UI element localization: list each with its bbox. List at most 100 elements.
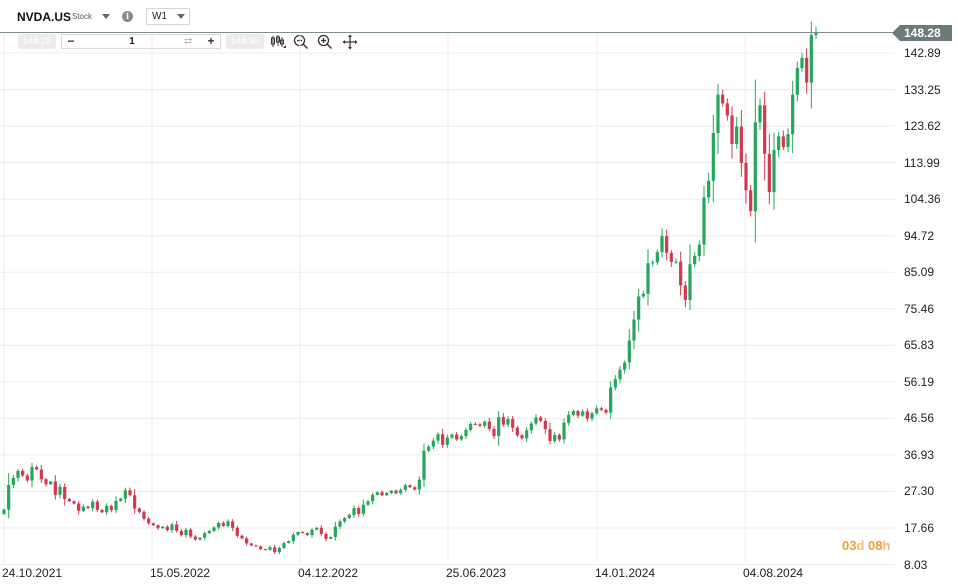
- candle-countdown: 03d 08h: [842, 538, 890, 553]
- candle-body: [800, 57, 804, 69]
- candle-body: [165, 526, 169, 531]
- decrease-quantity-button[interactable]: −: [67, 34, 75, 48]
- candle-body: [352, 508, 356, 515]
- candle-body: [436, 434, 440, 441]
- countdown-hours-unit: h: [882, 538, 891, 553]
- candle-body: [375, 492, 379, 495]
- candle-body: [380, 492, 384, 496]
- swap-icon[interactable]: ⇄: [184, 36, 193, 47]
- candle-body: [721, 94, 725, 104]
- candle-body: [543, 420, 547, 430]
- candle-body: [100, 510, 104, 513]
- candle-body: [7, 484, 11, 510]
- candle-body: [805, 57, 809, 83]
- quantity-stepper[interactable]: − 1 ⇄ +: [61, 34, 221, 49]
- candle-body: [702, 197, 706, 245]
- y-tick-label: 85.09: [904, 265, 935, 280]
- y-tick-label: 36.93: [904, 447, 935, 462]
- candle-body: [697, 244, 701, 256]
- candle-body: [240, 535, 244, 539]
- countdown-hours: 08: [868, 538, 883, 553]
- candle-body: [147, 518, 151, 524]
- candle-body: [81, 506, 85, 511]
- increase-quantity-button[interactable]: +: [207, 34, 215, 48]
- candle-body: [361, 504, 365, 514]
- candle-body: [455, 434, 459, 440]
- candle-body: [688, 264, 692, 300]
- candle-body: [795, 68, 799, 95]
- y-tick-label: 46.56: [904, 411, 935, 426]
- zoom-out-icon[interactable]: [293, 34, 309, 50]
- candle-body: [170, 524, 174, 531]
- candle-body: [371, 494, 375, 502]
- candle-body: [520, 435, 524, 439]
- candle-body: [123, 490, 127, 499]
- candle-body: [389, 490, 393, 493]
- candle-body: [35, 467, 39, 470]
- candle-body: [310, 529, 314, 536]
- y-tick-label: 17.66: [904, 521, 935, 535]
- candle-body: [716, 94, 720, 133]
- countdown-days: 03: [842, 538, 857, 553]
- y-tick-label: 65.83: [904, 338, 935, 353]
- candle-body: [324, 533, 328, 539]
- candle-body: [548, 429, 552, 441]
- candle-body: [487, 421, 491, 429]
- candle-body: [786, 134, 790, 148]
- candle-body: [497, 417, 501, 437]
- candle-body: [464, 429, 468, 437]
- timeframe-select[interactable]: W1: [146, 8, 190, 25]
- candle-body: [44, 479, 48, 485]
- candle-body: [525, 430, 529, 439]
- candle-body: [394, 490, 398, 494]
- candle-body: [445, 437, 449, 445]
- candle-body: [767, 153, 771, 193]
- candle-body: [529, 423, 533, 431]
- candle-body: [273, 547, 277, 553]
- candle-body: [539, 417, 543, 421]
- candle-body: [753, 122, 757, 212]
- candle-body: [590, 413, 594, 419]
- candle-body: [511, 418, 515, 428]
- candle-body: [21, 470, 25, 476]
- candle-body: [91, 501, 95, 509]
- candle-body: [632, 319, 636, 341]
- x-tick-label: 25.06.2023: [446, 566, 507, 580]
- candle-body: [133, 495, 137, 509]
- crosshair-icon[interactable]: [342, 34, 358, 50]
- y-tick-label: 133.25: [904, 82, 941, 97]
- candle-body: [758, 105, 762, 123]
- candle-body: [613, 379, 617, 388]
- candle-body: [203, 533, 207, 538]
- candle-body: [711, 132, 715, 181]
- candle-body: [609, 387, 613, 413]
- sell-price-button[interactable]: 148.28: [18, 34, 56, 49]
- candle-body: [459, 436, 463, 440]
- candle-body: [735, 126, 739, 144]
- candle-body: [403, 485, 407, 490]
- candle-body: [744, 162, 748, 191]
- candle-body: [221, 522, 225, 526]
- symbol-name[interactable]: NVDA.US: [17, 10, 72, 24]
- candle-body: [627, 340, 631, 363]
- candle-body: [595, 408, 599, 414]
- quantity-input[interactable]: 1: [129, 36, 135, 47]
- candle-body: [231, 521, 235, 528]
- candle-body: [422, 450, 426, 480]
- candle-body: [679, 261, 683, 286]
- symbol-dropdown-icon[interactable]: [102, 14, 110, 19]
- candle-body: [77, 503, 81, 511]
- candle-body: [338, 521, 342, 527]
- info-icon[interactable]: i: [122, 11, 133, 22]
- candle-body: [86, 506, 90, 509]
- zoom-in-icon[interactable]: [317, 34, 333, 50]
- chart-header: NVDA.US Stock i W1: [0, 0, 958, 32]
- candle-body: [571, 411, 575, 415]
- candle-body: [665, 236, 669, 253]
- buy-price-button[interactable]: 148.30: [226, 34, 264, 49]
- candle-type-icon[interactable]: [270, 34, 286, 50]
- candle-body: [305, 533, 309, 536]
- candle-body: [217, 522, 221, 528]
- instrument-type: Stock: [72, 12, 93, 21]
